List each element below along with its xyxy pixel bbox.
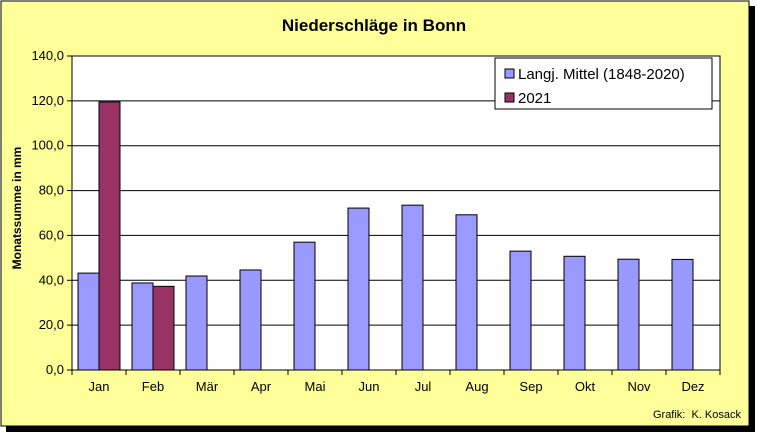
credit-text: Grafik: K. Kosack bbox=[653, 409, 742, 421]
x-tick-label: Jul bbox=[415, 379, 432, 394]
bars bbox=[77, 101, 694, 371]
x-tick-label: Nov bbox=[627, 379, 651, 394]
bar-longterm-mean bbox=[77, 272, 100, 371]
bar-longterm-mean bbox=[239, 269, 262, 371]
legend-label: 2021 bbox=[518, 90, 551, 107]
x-tick-label: Sep bbox=[519, 379, 542, 394]
legend-label: Langj. Mittel (1848-2020) bbox=[518, 66, 685, 83]
bar-2021 bbox=[98, 101, 121, 371]
bar-longterm-mean bbox=[671, 258, 694, 371]
bar-longterm-mean bbox=[185, 275, 208, 371]
axes: 0,0 20,0 40,0 60,0 80,0 100,0 120,0 140,0 Jan Feb… bbox=[31, 48, 721, 394]
legend-box bbox=[494, 57, 713, 110]
x-tick-label: Jan bbox=[89, 379, 110, 394]
chart-shadow-right bbox=[749, 6, 755, 430]
bar-2021 bbox=[152, 285, 175, 371]
bar-longterm-mean bbox=[617, 258, 640, 371]
legend: Langj. Mittel (1848-2020) 2021 bbox=[494, 57, 713, 110]
y-tick-label: 100,0 bbox=[31, 138, 64, 153]
y-tick-label: 140,0 bbox=[31, 48, 64, 63]
bar-longterm-mean bbox=[293, 241, 316, 371]
y-tick-label: 60,0 bbox=[39, 227, 64, 242]
legend-swatch bbox=[504, 68, 515, 79]
bar-longterm-mean bbox=[347, 207, 370, 371]
y-tick-label: 40,0 bbox=[39, 272, 64, 287]
y-tick-label: 0,0 bbox=[46, 362, 64, 377]
bar-longterm-mean bbox=[509, 250, 532, 371]
y-tick-label: 120,0 bbox=[31, 93, 64, 108]
x-tick-label: Aug bbox=[465, 379, 488, 394]
x-tick-label: Okt bbox=[575, 379, 596, 394]
x-tick-label: Jun bbox=[359, 379, 380, 394]
bar-longterm-mean bbox=[401, 204, 424, 371]
y-tick-label: 20,0 bbox=[39, 317, 64, 332]
bar-longterm-mean bbox=[563, 255, 586, 371]
x-tick-label: Mai bbox=[305, 379, 326, 394]
y-axis-label: Monatssumme in mm bbox=[10, 147, 24, 270]
x-tick-label: Mär bbox=[196, 379, 219, 394]
y-tick-label: 80,0 bbox=[39, 183, 64, 198]
x-tick-label: Feb bbox=[142, 379, 164, 394]
bar-longterm-mean bbox=[131, 282, 154, 371]
gridlines bbox=[72, 100, 720, 326]
chart-title: Niederschläge in Bonn bbox=[282, 16, 466, 35]
chart-shadow-bottom bbox=[6, 426, 755, 432]
x-tick-label: Dez bbox=[681, 379, 704, 394]
x-tick-label: Apr bbox=[251, 379, 272, 394]
legend-swatch bbox=[504, 92, 515, 103]
bar-longterm-mean bbox=[455, 214, 478, 371]
